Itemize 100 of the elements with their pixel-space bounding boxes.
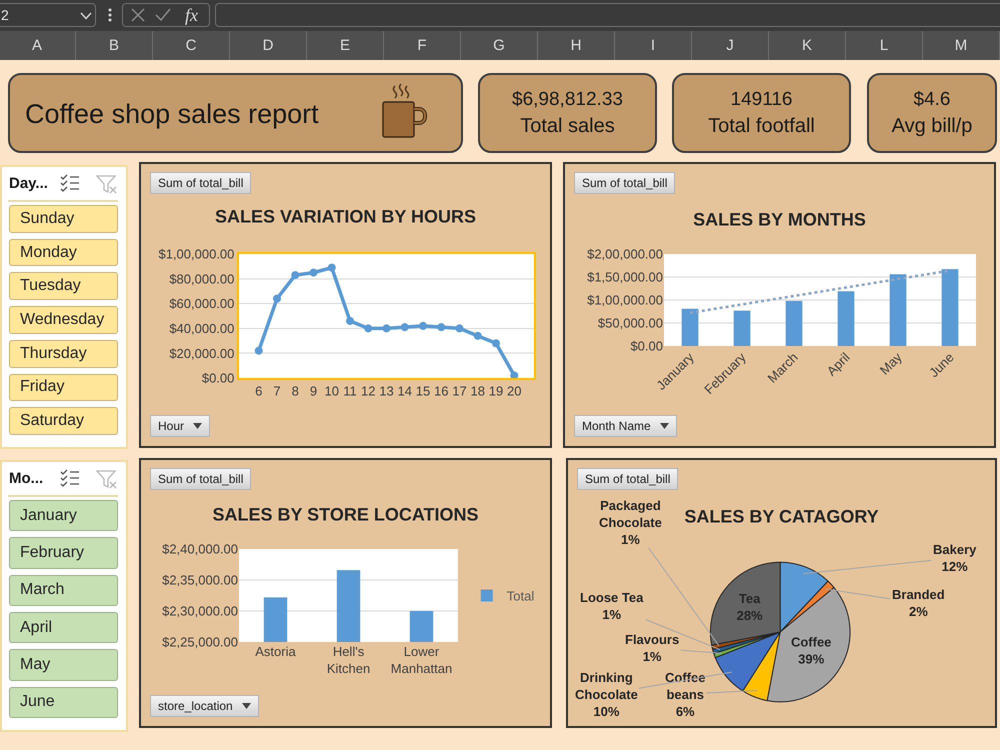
chart-title: SALES BY STORE LOCATIONS (212, 504, 479, 524)
text: Day... (9, 175, 48, 192)
slicer-button: Thursday (9, 340, 118, 368)
text: 2 (1, 7, 9, 23)
text: C (186, 37, 196, 54)
x-tick-label: 7 (273, 384, 281, 399)
y-tick-label: $1,00,000.00 (158, 246, 234, 262)
slice-label: Packaged Chocolate (599, 498, 662, 530)
text: Coffee shop sales report (25, 99, 319, 129)
y-tick-label: $1,50,000.00 (587, 270, 663, 285)
slicer-button: Tuesday (9, 272, 118, 300)
slice-label: Bakery (933, 542, 978, 557)
slicer-button: June (9, 686, 118, 718)
y-tick-label: $2,00,000.00 (587, 246, 663, 262)
slice-label: Drinking Chocolate (575, 670, 638, 702)
category-label: Thursday (20, 344, 87, 363)
category-label: June (20, 693, 55, 712)
category-label: Saturday (20, 412, 84, 430)
chart-title: SALES BY CATAGORY (684, 506, 879, 526)
x-tick-label: 20 (507, 384, 522, 399)
text: Total footfall (708, 114, 815, 138)
text: A (32, 37, 42, 54)
category-label: January (20, 506, 77, 525)
slicer-button: April (9, 612, 118, 644)
category-label: Monday (20, 244, 77, 262)
text: I (650, 37, 656, 54)
y-tick-label: $1,00,000.00 (587, 292, 663, 308)
text: K (802, 37, 812, 54)
text: B (108, 37, 119, 54)
data-label: 1% (621, 532, 640, 547)
slice-label: Coffee (790, 634, 832, 650)
text: Avg bill/p (892, 114, 972, 138)
field-button: Sum of total_bill (150, 468, 252, 490)
y-tick-label: $2,35,000.00 (162, 572, 238, 588)
category-label: Friday (20, 378, 64, 396)
text: M (954, 37, 968, 54)
data-label: 6% (676, 704, 696, 719)
text: Total sales (520, 114, 615, 138)
data-label: 28% (736, 608, 764, 623)
slicer-button: Sunday (9, 205, 118, 233)
x-tick-label: 12 (361, 384, 376, 399)
slicer-button: February (9, 537, 118, 569)
text: fx (185, 5, 198, 25)
text: E (340, 37, 350, 54)
category-label: Tuesday (20, 277, 81, 296)
x-tick-label: 17 (452, 384, 467, 399)
x-tick-label: 14 (398, 384, 412, 399)
slicer-button: Wednesday (9, 306, 118, 334)
text: $6,98,812.33 (512, 88, 623, 110)
slice-label: Flavours (625, 632, 680, 647)
x-tick-label: 18 (470, 384, 485, 399)
x-tick-label: 19 (488, 384, 504, 399)
slicer-button: Friday (9, 374, 118, 402)
text: L (880, 37, 888, 54)
field-button: Month Name (574, 415, 677, 437)
x-tick-label: 13 (379, 384, 394, 399)
text: D (262, 37, 274, 54)
y-tick-label: $20,000.00 (169, 346, 234, 361)
x-tick-label: 8 (292, 384, 299, 399)
category-label: April (20, 618, 52, 637)
slicer-button: May (9, 649, 118, 681)
y-tick-label: $2,30,000.00 (162, 604, 238, 619)
legend-label: Total (506, 588, 534, 604)
category-label: February (20, 544, 84, 562)
text: Mo... (9, 470, 44, 487)
slicer-button: January (9, 500, 118, 532)
x-tick-label: 6 (255, 384, 262, 399)
x-tick-label: 11 (343, 384, 357, 399)
data-label: 1% (642, 648, 662, 664)
y-tick-label: $0.00 (202, 370, 234, 386)
x-tick-label: May (876, 349, 906, 378)
slicer-button: March (9, 574, 118, 606)
y-tick-label: $40,000.00 (169, 320, 234, 336)
chart-title: SALES BY MONTHS (693, 209, 866, 230)
field-button: Hour (150, 415, 210, 437)
y-tick-label: $2,40,000.00 (162, 542, 238, 557)
x-tick-label: 9 (310, 384, 318, 399)
y-tick-label: $60,000.00 (169, 296, 234, 312)
y-tick-label: $0.00 (630, 338, 663, 354)
text: J (726, 37, 734, 54)
field-button: Sum of total_bill (150, 172, 252, 194)
text: 149116 (730, 88, 792, 110)
text: H (570, 37, 582, 54)
slice-label: Loose Tea (580, 590, 644, 605)
category-label: Sunday (20, 210, 74, 228)
text: $4.6 (914, 88, 950, 110)
data-label: 2% (908, 604, 928, 619)
text: G (493, 37, 505, 54)
field-button: Sum of total_bill (577, 468, 678, 490)
y-tick-label: $2,25,000.00 (162, 634, 238, 650)
y-tick-label: $80,000.00 (169, 271, 234, 286)
field-button: store_location (150, 695, 259, 717)
data-label: 1% (602, 606, 622, 622)
category-label: Wednesday (20, 310, 104, 329)
slice-label: Branded (892, 587, 945, 602)
slice-label: Tea (738, 590, 762, 606)
x-tick-label: 10 (324, 384, 339, 399)
field-button: Sum of total_bill (574, 172, 676, 194)
x-tick-label: Lower Manhattan (390, 644, 452, 676)
x-tick-label: Astoria (255, 644, 296, 659)
